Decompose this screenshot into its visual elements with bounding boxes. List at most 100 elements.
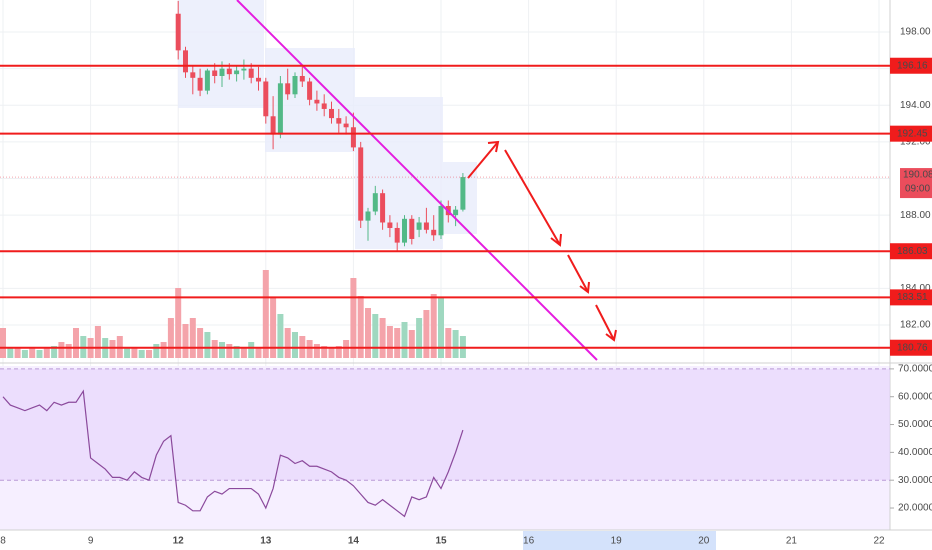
volume-bar (365, 308, 371, 358)
rsi-tick-label: 60.0000 (898, 391, 932, 402)
volume-bar (94, 326, 101, 358)
level-label-bg (890, 57, 932, 74)
volume-bar (306, 340, 313, 358)
candle-body (263, 81, 269, 117)
volume-bar (379, 318, 386, 358)
candle-body (277, 83, 283, 135)
volume-bar (277, 314, 284, 358)
profile-box (178, 0, 264, 108)
volume-bar (65, 344, 72, 358)
volume-bar (51, 346, 58, 358)
candle-body (314, 99, 320, 104)
volume-bar (313, 344, 320, 358)
volume-bar (284, 328, 291, 358)
candle-body (226, 68, 232, 75)
level-label: 186.03 (897, 246, 928, 257)
candle-body (307, 81, 313, 100)
y-tick-label: 194.00 (900, 100, 931, 111)
volume-bar (240, 348, 247, 358)
volume-bar (408, 330, 415, 358)
volume-bar (372, 314, 379, 358)
volume-bar (73, 328, 79, 358)
candle-body (321, 103, 327, 109)
volume-bar (43, 348, 50, 358)
rsi-line (2, 389, 464, 518)
level-label: 196.16 (897, 60, 928, 71)
volume-bar (167, 318, 174, 358)
volume-bar (189, 318, 196, 358)
volume-bar (350, 278, 357, 358)
candle-body (453, 209, 459, 216)
volume-bar (36, 350, 43, 358)
candle-body (365, 211, 371, 221)
volume-bar (197, 328, 204, 358)
volume-bar (211, 340, 218, 358)
x-tick-label: 8 (0, 536, 6, 547)
volume-bar (321, 346, 328, 358)
volume-bar (138, 350, 145, 358)
volume-bar (270, 298, 277, 358)
volume-bar (182, 324, 189, 358)
candle-body (175, 13, 181, 51)
candle-body (460, 177, 466, 210)
volume-bar (146, 350, 152, 358)
x-tick-label: 19 (611, 536, 623, 547)
x-tick-label: 9 (88, 536, 94, 547)
level-label-bg (890, 339, 932, 356)
last-time-label: 09:00 (905, 184, 930, 195)
candle-body (219, 68, 225, 76)
last-price-label: 190.08 (903, 170, 932, 181)
volume-bar (29, 348, 36, 358)
volume-bar (204, 332, 211, 358)
volume-bar (7, 348, 14, 358)
volume-bar (423, 310, 430, 358)
level-label: 192.45 (897, 128, 928, 139)
volume-bar (445, 328, 452, 358)
volume-bar (153, 344, 160, 358)
candle-body (372, 193, 378, 212)
candle-body (423, 222, 429, 230)
trend-line (236, 0, 598, 361)
candle-body (212, 70, 218, 76)
rsi-tick-label: 40.0000 (898, 447, 932, 458)
rsi-tick-label: 70.0000 (898, 364, 932, 375)
volume-bar (386, 326, 393, 358)
level-label: 183.51 (897, 292, 928, 303)
candle-body (350, 127, 356, 148)
candle-body (336, 118, 342, 124)
x-tick-label: 14 (348, 536, 360, 547)
candle-body (270, 116, 276, 135)
volume-bar (255, 348, 262, 358)
volume-bar (124, 348, 131, 358)
volume-bar (357, 296, 364, 358)
overlay: 198.00196.00194.00192.00190.00188.00186.… (0, 27, 932, 547)
volume-bar (452, 330, 459, 358)
candle-body (394, 227, 400, 243)
level-label-bg (890, 125, 932, 142)
rsi-band (0, 368, 890, 481)
candle-body (204, 70, 210, 91)
y-tick-label: 188.00 (900, 210, 931, 221)
y-tick-label: 192.00 (900, 137, 931, 148)
candle-body (409, 218, 415, 239)
last-price-bg (900, 168, 932, 199)
rsi-tick-label: 20.0000 (898, 503, 932, 514)
candle-body (183, 50, 188, 73)
level-label-bg (890, 243, 932, 260)
candle-body (402, 218, 407, 243)
candle-body (285, 83, 291, 95)
candle-body (358, 147, 364, 221)
volume-bar (430, 294, 437, 358)
volume-bar (416, 318, 423, 358)
volume-bar (343, 340, 350, 358)
candle-body (248, 68, 254, 78)
x-tick-label: 15 (435, 536, 447, 547)
volume-bar (438, 298, 444, 358)
candles (175, 0, 466, 252)
candle-body (256, 77, 261, 82)
volume-bar (131, 348, 138, 358)
candle-body (292, 75, 298, 95)
candle-body (234, 70, 240, 75)
candle-body (380, 193, 386, 223)
